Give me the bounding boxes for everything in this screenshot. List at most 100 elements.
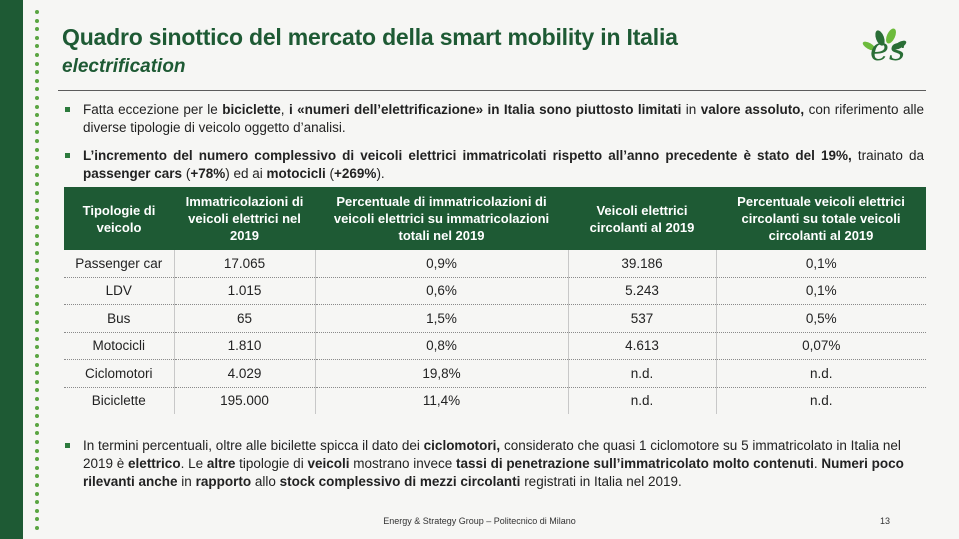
decorative-dot: [35, 371, 39, 376]
table-cell: 5.243: [568, 277, 717, 305]
decorative-dot: [35, 422, 39, 427]
page-subtitle: electrification: [62, 56, 186, 77]
table-cell: Ciclomotori: [64, 359, 175, 388]
bold-text-run: Numeri poco rilevanti anche: [83, 456, 904, 489]
decorative-dot: [35, 130, 39, 135]
decorative-dot: [35, 457, 39, 462]
column-header: Tipologie di veicolo: [64, 187, 174, 250]
decorative-dot: [35, 388, 39, 393]
decorative-dot: [35, 483, 39, 487]
text-run: trainato da: [851, 148, 925, 163]
decorative-dot: [35, 362, 39, 367]
table-cell: 19,8%: [315, 359, 569, 388]
decorative-dot: [35, 96, 39, 100]
table-cell: 11,4%: [315, 387, 569, 414]
column-header: Percentuale veicoli elettrici circolanti…: [716, 187, 926, 250]
logo-text: es: [870, 30, 906, 68]
text-run: ).: [376, 166, 385, 181]
bullet-termini-percentuali: In termini percentuali, oltre alle bicil…: [62, 437, 924, 491]
table-cell: 4.029: [174, 359, 316, 388]
decorative-dot: [35, 44, 39, 49]
text-run: . Le: [180, 456, 207, 471]
bold-text-run: biciclette: [222, 102, 281, 117]
text-run: considerato che quasi 1 ciclomotore su 5…: [83, 438, 901, 471]
decorative-dot: [35, 104, 39, 109]
decorative-dot: [35, 379, 39, 384]
text-run: ) ed ai: [225, 166, 267, 181]
text-run: tipologie di: [235, 456, 308, 471]
decorative-dot: [35, 259, 39, 264]
table-cell: Bus: [64, 304, 175, 333]
table-cell: 537: [568, 304, 717, 333]
es-logo: es: [858, 28, 922, 74]
bold-text-run: altre: [206, 456, 236, 471]
decorative-dot: [35, 61, 39, 66]
text-run: In termini percentuali, oltre alle bicil…: [83, 438, 424, 453]
decorative-dot: [35, 268, 39, 272]
table-cell: 17.065: [174, 250, 316, 278]
table-cell: 4.613: [568, 332, 717, 360]
page-title: Quadro sinottico del mercato della smart…: [62, 24, 678, 50]
table-cell: 195.000: [174, 387, 316, 414]
bold-text-run: +78%: [190, 166, 226, 181]
table-header-row: Tipologie di veicolo Immatricolazioni di…: [64, 187, 926, 250]
table-row: Biciclette 195.000 11,4% n.d. n.d.: [64, 387, 926, 414]
decorative-dot: [35, 336, 39, 341]
decorative-dot: [35, 216, 39, 221]
column-header: Immatricolazioni di veicoli elettrici ne…: [174, 187, 315, 250]
decorative-dot: [35, 121, 39, 126]
decorative-dot: [35, 397, 39, 401]
bold-text-run: +269%: [334, 166, 377, 181]
table-cell: n.d.: [809, 393, 833, 409]
column-header: Percentuale di immatricolazioni di veico…: [315, 187, 568, 250]
decorative-dot: [35, 53, 39, 57]
bullet-square-icon: [65, 153, 70, 158]
decorative-dot: [35, 207, 39, 212]
decorative-dot: [35, 182, 39, 186]
bold-text-run: tassi di penetrazione sull’immatricolato…: [456, 456, 814, 471]
decorative-dot: [35, 27, 39, 32]
decorative-dot: [35, 508, 39, 513]
title-divider: [58, 90, 926, 91]
table-cell: 0,9%: [315, 250, 569, 278]
table-cell: 0,1%: [716, 250, 926, 278]
text-run: mostrano invece: [349, 456, 457, 471]
decorative-dot: [35, 311, 39, 315]
table-cell: 1.015: [174, 277, 316, 305]
decorative-dot: [35, 465, 39, 470]
decorative-dot: [35, 405, 39, 410]
bold-text-run: elettrico: [128, 456, 181, 471]
table-row: LDV 1.015 0,6% 5.243 0,1%: [64, 277, 926, 305]
decorative-dot: [35, 78, 39, 83]
bold-text-run: stock complessivo di mezzi circolanti: [279, 474, 521, 489]
decorative-dot: [35, 70, 39, 75]
bullet-incremento: L’incremento del numero complessivo di v…: [62, 147, 924, 183]
decorative-dot: [35, 276, 39, 281]
bold-text-run: veicoli: [307, 456, 350, 471]
bullet-text: In termini percentuali, oltre alle bicil…: [83, 438, 904, 489]
text-run: in: [177, 474, 196, 489]
bold-text-run: valore assoluto,: [700, 102, 805, 117]
table-cell: 1.810: [174, 332, 316, 360]
decorative-dot: [35, 250, 39, 255]
decorative-dot: [35, 526, 39, 530]
text-run: ,: [280, 102, 289, 117]
decorative-dot: [35, 491, 39, 496]
decorative-dot: [35, 190, 39, 195]
table-cell: n.d.: [716, 359, 926, 388]
bold-text-run: L’incremento del numero complessivo di v…: [83, 148, 852, 163]
decorative-dot: [35, 156, 39, 161]
decorative-dot: [35, 199, 39, 204]
table-cell: LDV: [64, 277, 175, 305]
decorative-dot: [35, 319, 39, 324]
table-row: Passenger car 17.065 0,9% 39.186 0,1%: [64, 250, 926, 278]
text-run: (: [325, 166, 335, 181]
left-brand-bar: [0, 0, 23, 539]
decorative-dot: [35, 500, 39, 505]
table-cell: 0,07%: [716, 332, 926, 360]
decorative-dot: [35, 113, 39, 118]
decorative-dot: [35, 354, 39, 358]
decorative-dot: [35, 173, 39, 178]
decorative-dot: [35, 440, 39, 444]
decorative-dot: [35, 293, 39, 298]
